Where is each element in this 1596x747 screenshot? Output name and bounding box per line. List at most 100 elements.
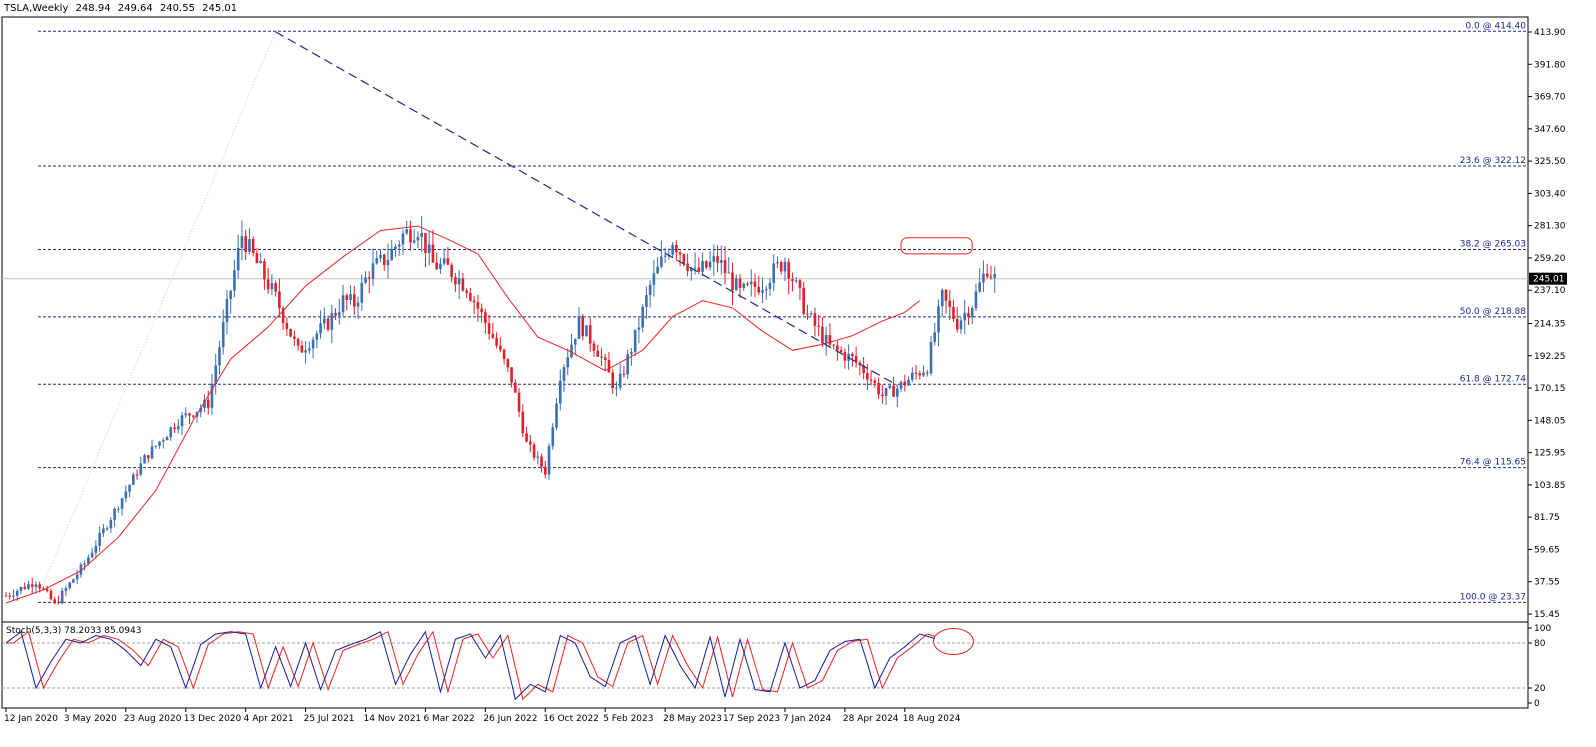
candle-body [214, 365, 218, 384]
candle-body [955, 318, 959, 330]
candle-body [495, 337, 498, 346]
candle-body [68, 582, 71, 589]
candle-body [480, 308, 483, 313]
candle-body [397, 244, 401, 247]
candle-body [364, 277, 367, 283]
candle-body [233, 270, 236, 291]
candle-body [933, 332, 937, 342]
candle-body [442, 258, 446, 264]
candle-body [899, 381, 903, 389]
time-tick-label: 28 May 2023 [663, 714, 722, 724]
time-tick-label: 23 Aug 2020 [124, 714, 182, 724]
time-tick-label: 18 Aug 2024 [903, 714, 961, 724]
price-tick-label: 125.95 [1534, 449, 1566, 459]
candle-body [270, 283, 274, 290]
candle-body [547, 446, 551, 475]
candle-body [184, 413, 188, 416]
candle-body [435, 262, 438, 270]
candle-body [514, 382, 517, 393]
candle-body [690, 268, 693, 271]
candle-body [701, 261, 704, 272]
candle-body [881, 394, 884, 396]
candle-body [637, 327, 641, 330]
stoch-highlight-ellipse [932, 628, 974, 655]
price-tick-label: 259.20 [1534, 254, 1566, 264]
candle-body [266, 279, 270, 290]
price-tick-label: 369.70 [1534, 93, 1566, 103]
candle-body [427, 244, 431, 253]
candle-body [791, 279, 794, 282]
time-tick-label: 4 Apr 2021 [244, 714, 294, 724]
candle-body [60, 590, 64, 604]
fib-level-label: 76.4 @ 115.65 [1460, 458, 1526, 468]
candle-body [806, 313, 809, 315]
candle-body [525, 433, 528, 442]
candle-body [693, 267, 697, 269]
candle-body [102, 528, 105, 534]
candle-body [296, 338, 300, 346]
candle-body [832, 344, 835, 346]
candle-body [562, 367, 566, 381]
candle-body [132, 474, 135, 485]
candle-body [285, 323, 289, 329]
price-tick-label: 214.35 [1534, 319, 1566, 329]
stoch-main-line [5, 630, 935, 701]
candle-body [113, 508, 116, 521]
candle-body [424, 232, 427, 253]
candle-body [79, 564, 83, 575]
candle-body [465, 290, 468, 293]
candle-body [761, 290, 764, 293]
candle-body [293, 336, 296, 339]
time-tick-label: 3 May 2020 [64, 714, 117, 724]
candle-body [349, 294, 352, 301]
candle-body [641, 306, 644, 328]
candle-body [633, 329, 637, 352]
candle-body [338, 312, 341, 316]
candle-body [510, 367, 513, 383]
candle-body [457, 278, 461, 285]
candle-body [854, 356, 858, 363]
candle-body [573, 338, 577, 345]
candle-body [794, 280, 798, 282]
candle-body [23, 586, 27, 589]
candle-body [341, 295, 345, 313]
candle-body [813, 313, 817, 326]
candle-body [8, 595, 12, 597]
candle-body [600, 356, 603, 358]
candle-body [431, 244, 435, 263]
candle-body [727, 272, 731, 274]
candle-body [206, 399, 210, 408]
candle-body [607, 359, 611, 373]
candle-body [551, 427, 555, 447]
candle-body [117, 508, 120, 510]
candle-body [34, 584, 38, 587]
candle-body [985, 273, 989, 277]
candle-body [304, 350, 307, 353]
candle-body [521, 411, 525, 434]
fib-level-label: 100.0 @ 23.37 [1460, 592, 1526, 602]
candle-body [499, 345, 502, 350]
resistance-highlight-box [900, 237, 973, 255]
candle-body [716, 256, 719, 263]
candle-body [147, 455, 150, 459]
candle-body [330, 313, 334, 330]
price-tick-label: 59.65 [1534, 545, 1560, 555]
candle-body [618, 373, 622, 388]
candle-body [884, 387, 888, 396]
candle-body [540, 456, 543, 467]
candle-body [19, 586, 23, 591]
candle-body [940, 289, 944, 307]
candle-body [405, 229, 409, 234]
candle-body [124, 491, 128, 499]
candle-body [15, 590, 19, 596]
candle-body [678, 252, 682, 255]
candle-body [772, 263, 776, 283]
open-value: 248.94 [75, 3, 111, 14]
price-tick-label: 347.60 [1534, 125, 1566, 135]
candle-body [626, 354, 629, 375]
candle-body [90, 552, 94, 558]
candle-body [218, 347, 221, 366]
candle-body [974, 291, 978, 309]
candle-body [461, 278, 465, 291]
